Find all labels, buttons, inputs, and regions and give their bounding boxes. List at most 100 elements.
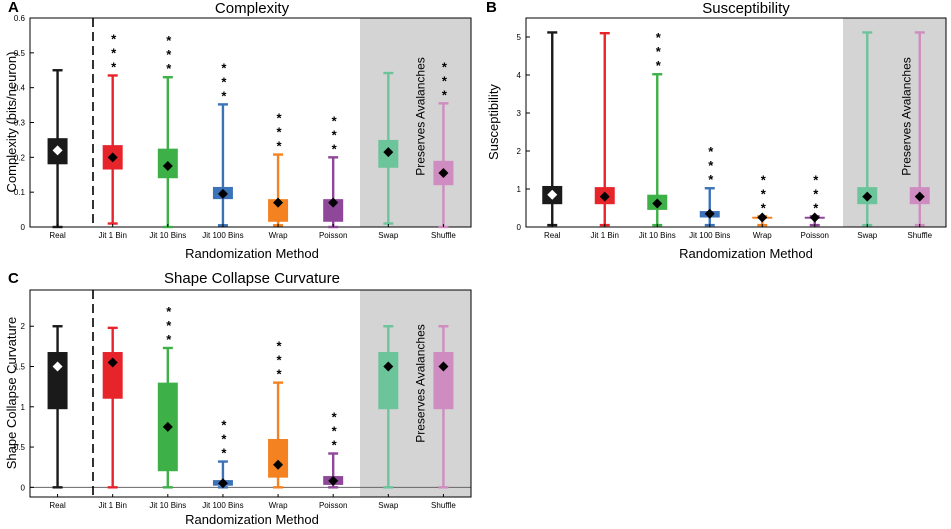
significance-star: * [656, 44, 662, 59]
y-tick-label: 0.2 [14, 153, 26, 162]
box-shuffle [433, 352, 454, 410]
x-tick-label: Wrap [269, 231, 289, 240]
y-tick-label: 2 [517, 147, 522, 156]
x-tick-label: Jit 1 Bin [98, 231, 126, 240]
significance-star: * [277, 111, 283, 126]
y-tick-label: 0.3 [14, 119, 26, 128]
mean-marker [547, 189, 558, 200]
mean-marker [162, 421, 173, 432]
box-wrap [268, 199, 289, 222]
box-swap [378, 352, 399, 410]
significance-star: * [761, 186, 767, 201]
mean-marker [52, 145, 63, 156]
x-tick-label: Poisson [319, 501, 347, 510]
significance-star: * [813, 172, 819, 187]
y-axis-label: Complexity (bits/neuron) [4, 52, 19, 193]
y-axis-label: Susceptibility [486, 84, 501, 160]
significance-star: * [221, 418, 227, 433]
significance-star: * [111, 45, 117, 60]
y-tick-label: 1 [21, 403, 26, 412]
chart-panel-b: Preserves Avalanches 0 1 2 3 4 5 Real Jit 1 Bin *… [486, 0, 947, 261]
y-tick-label: 0.1 [14, 188, 26, 197]
box-jit-1-bin [102, 352, 123, 399]
significance-star: * [221, 432, 227, 447]
x-tick-label: Wrap [269, 501, 289, 510]
chart-title: Susceptibility [702, 0, 790, 17]
y-tick-label: 1.5 [14, 363, 26, 372]
significance-star: * [221, 60, 227, 75]
x-tick-label: Shuffle [907, 231, 932, 240]
panel-letter: C [8, 270, 19, 287]
mean-marker [107, 357, 118, 368]
box-real [47, 352, 68, 410]
significance-star: * [277, 353, 283, 368]
significance-star: * [166, 33, 172, 48]
axes-frame [525, 17, 947, 228]
significance-star: * [166, 318, 172, 333]
significance-star: * [442, 87, 448, 102]
x-tick-label: Wrap [753, 231, 773, 240]
significance-star: * [166, 47, 172, 62]
mean-marker [162, 161, 173, 172]
x-axis-label: Randomization Method [185, 512, 319, 527]
mean-marker [862, 191, 873, 202]
y-tick-label: 0 [21, 483, 26, 492]
x-tick-label: Jit 10 Bins [639, 231, 676, 240]
significance-star: * [277, 125, 283, 140]
significance-star: * [332, 141, 338, 156]
x-tick-label: Jit 1 Bin [98, 501, 126, 510]
significance-star: * [111, 31, 117, 46]
chart-title: Shape Collapse Curvature [164, 270, 340, 287]
x-tick-label: Shuffle [431, 501, 456, 510]
x-tick-label: Real [49, 501, 66, 510]
mean-marker [383, 361, 394, 372]
significance-star: * [332, 424, 338, 439]
mean-marker [107, 152, 118, 163]
significance-star: * [761, 200, 767, 215]
significance-star: * [813, 186, 819, 201]
mean-marker [273, 459, 284, 470]
significance-star: * [332, 127, 338, 142]
significance-star: * [166, 61, 172, 76]
x-tick-label: Jit 100 Bins [202, 501, 243, 510]
significance-star: * [166, 332, 172, 347]
mean-marker [438, 168, 449, 179]
box-poisson [323, 199, 344, 222]
x-tick-label: Real [544, 231, 561, 240]
shaded-label: Preserves Avalanches [900, 57, 914, 176]
x-tick-label: Swap [378, 501, 399, 510]
significance-star: * [221, 88, 227, 103]
x-tick-label: Jit 100 Bins [202, 231, 243, 240]
y-axis-label: Shape Collapse Curvature [4, 317, 19, 469]
x-tick-label: Shuffle [431, 231, 456, 240]
x-tick-label: Poisson [801, 231, 829, 240]
mean-marker [328, 197, 339, 208]
mean-marker [809, 212, 820, 223]
panel-letter: A [8, 0, 19, 16]
x-axis-label: Randomization Method [185, 246, 319, 261]
y-tick-label: 0.4 [14, 84, 26, 93]
mean-marker [704, 208, 715, 219]
mean-marker [217, 188, 228, 199]
significance-star: * [221, 74, 227, 89]
mean-marker [217, 478, 228, 489]
y-tick-label: 5 [517, 33, 522, 42]
significance-star: * [761, 172, 767, 187]
mean-marker [52, 361, 63, 372]
mean-marker [599, 191, 610, 202]
significance-star: * [332, 438, 338, 453]
x-tick-label: Jit 10 Bins [149, 231, 186, 240]
box-wrap [268, 439, 289, 478]
y-tick-label: 0 [21, 223, 26, 232]
y-tick-label: 3 [517, 109, 522, 118]
y-tick-label: 0.6 [14, 14, 26, 23]
mean-marker [383, 147, 394, 158]
significance-star: * [656, 58, 662, 73]
significance-star: * [221, 446, 227, 461]
significance-star: * [277, 339, 283, 354]
x-tick-label: Jit 100 Bins [689, 231, 730, 240]
shaded-region [360, 18, 471, 227]
significance-star: * [166, 304, 172, 319]
x-tick-label: Jit 10 Bins [149, 501, 186, 510]
